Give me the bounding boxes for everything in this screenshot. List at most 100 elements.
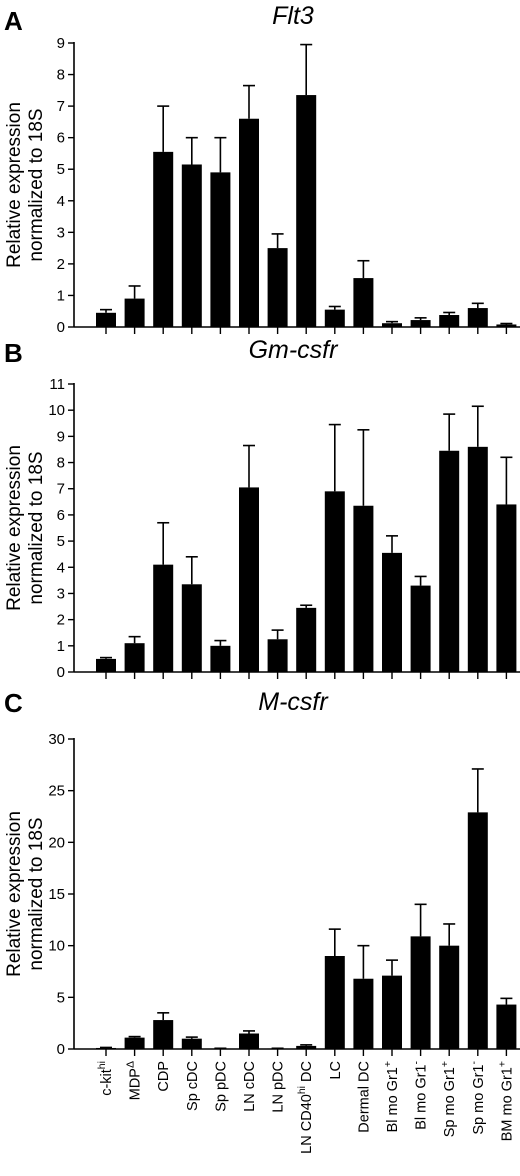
x-category-main: Sp mo Gr1	[442, 1067, 458, 1137]
bar	[382, 323, 402, 327]
x-category-sup: +	[496, 1061, 508, 1067]
bar	[96, 658, 116, 672]
x-category-main: CDP	[156, 1061, 172, 1092]
bar	[210, 172, 231, 327]
y-tick-label: 30	[48, 731, 65, 748]
bar	[210, 645, 231, 672]
bar	[296, 1045, 317, 1049]
y-tick-label: 3	[57, 585, 65, 602]
bar	[267, 248, 288, 327]
bar	[124, 643, 145, 672]
x-category-label: CDP	[156, 1061, 172, 1092]
x-category-sup: -	[411, 1061, 423, 1065]
x-category-main: Bl mo Gr1	[385, 1067, 401, 1132]
y-tick-label: 0	[57, 1041, 65, 1058]
x-category-main: Bl mo Gr1	[414, 1065, 430, 1130]
x-category-label: Sp pDC	[213, 1061, 229, 1112]
bar	[324, 491, 345, 672]
bar	[181, 1038, 202, 1049]
x-category-main: Sp cDC	[185, 1061, 201, 1111]
bar	[96, 312, 116, 327]
bar	[124, 298, 145, 327]
x-category-label: Sp cDC	[185, 1061, 201, 1111]
y-tick-label: 8	[57, 455, 65, 472]
x-category-sup: Δ	[125, 1061, 137, 1068]
y-tick-label: 2	[57, 256, 65, 273]
bar	[96, 1047, 116, 1049]
bar	[353, 278, 374, 327]
x-category-main: MDP	[128, 1068, 144, 1100]
x-category-label: LN CD40hi DC	[296, 1061, 315, 1154]
y-tick-label: 5	[57, 989, 65, 1006]
bar	[353, 978, 374, 1049]
y-tick-label: 25	[48, 783, 65, 800]
x-category-main: LN pDC	[271, 1061, 287, 1113]
x-category-main: BM mo Gr1	[499, 1067, 515, 1141]
chart-title: M-csfr	[258, 688, 329, 716]
y-axis-label: Relative expressionnormalized to 18S	[4, 102, 47, 268]
x-category-sup: hi	[296, 1086, 308, 1094]
bar	[410, 585, 431, 672]
bar	[296, 95, 317, 327]
x-category-main: c-kit	[99, 1069, 115, 1096]
x-category-main: Sp mo Gr1	[471, 1065, 487, 1135]
y-tick-label: 4	[57, 193, 65, 210]
y-axis-label: Relative expressionnormalized to 18S	[4, 445, 47, 611]
y-tick-label: 5	[57, 161, 65, 178]
y-axis-label: Relative expressionnormalized to 18S	[4, 811, 47, 977]
x-category-main: LN cDC	[242, 1061, 258, 1112]
y-tick-label: 8	[57, 67, 65, 84]
y-tick-label: 4	[57, 559, 65, 576]
bar	[382, 552, 402, 672]
chart-title: Gm-csfr	[249, 336, 340, 364]
y-tick-label: 7	[57, 481, 65, 498]
bar	[439, 315, 460, 327]
panel-letter: B	[4, 338, 23, 368]
y-tick-label: 1	[57, 638, 65, 655]
bar	[410, 320, 431, 327]
bar	[239, 118, 259, 327]
y-axis-label-line: normalized to 18S	[26, 451, 47, 604]
x-category-main: LC	[328, 1061, 344, 1080]
bar	[267, 639, 288, 672]
bar	[324, 309, 345, 327]
bar	[153, 151, 174, 327]
x-category-label: LN cDC	[242, 1061, 258, 1112]
x-category-label: LC	[328, 1061, 344, 1080]
x-category-sup: +	[382, 1061, 394, 1067]
y-tick-label: 7	[57, 98, 65, 115]
y-tick-label: 15	[48, 886, 65, 903]
bar	[467, 446, 488, 672]
bar	[124, 1037, 145, 1049]
chart-panel-c: C M-csfr Relative expressionnormalized to …	[4, 688, 520, 1154]
bar	[439, 945, 460, 1049]
y-tick-label: 0	[57, 664, 65, 681]
bar	[296, 607, 317, 672]
y-tick-label: 0	[57, 319, 65, 336]
bar	[439, 450, 460, 672]
y-tick-label: 3	[57, 224, 65, 241]
bar	[239, 1033, 259, 1049]
chart-panel-b: B Gm-csfr Relative expressionnormalized to…	[4, 336, 520, 681]
x-category-main: Sp pDC	[213, 1061, 229, 1112]
x-category-label: MDPΔ	[125, 1061, 144, 1100]
y-tick-label: 10	[48, 402, 65, 419]
x-category-sup: hi	[96, 1061, 108, 1069]
x-category-label: c-kithi	[96, 1061, 115, 1096]
bar	[496, 324, 517, 327]
y-tick-label: 9	[57, 428, 65, 445]
x-category-main: Dermal DC	[356, 1061, 372, 1133]
bar	[467, 812, 488, 1049]
bar	[353, 505, 374, 672]
y-tick-label: 20	[48, 834, 65, 851]
x-category-label: BM mo Gr1+	[496, 1061, 515, 1141]
x-category-label: Sp mo Gr1+	[439, 1061, 458, 1137]
y-axis-label-line: Relative expression	[4, 445, 25, 611]
bar	[181, 584, 202, 672]
y-tick-label: 5	[57, 533, 65, 550]
bar	[239, 487, 259, 672]
chart-panel-a: A Flt3 Relative expressionnormalized to 18…	[4, 2, 520, 336]
bar	[467, 308, 488, 327]
x-category-label: Sp mo Gr1-	[468, 1061, 487, 1135]
